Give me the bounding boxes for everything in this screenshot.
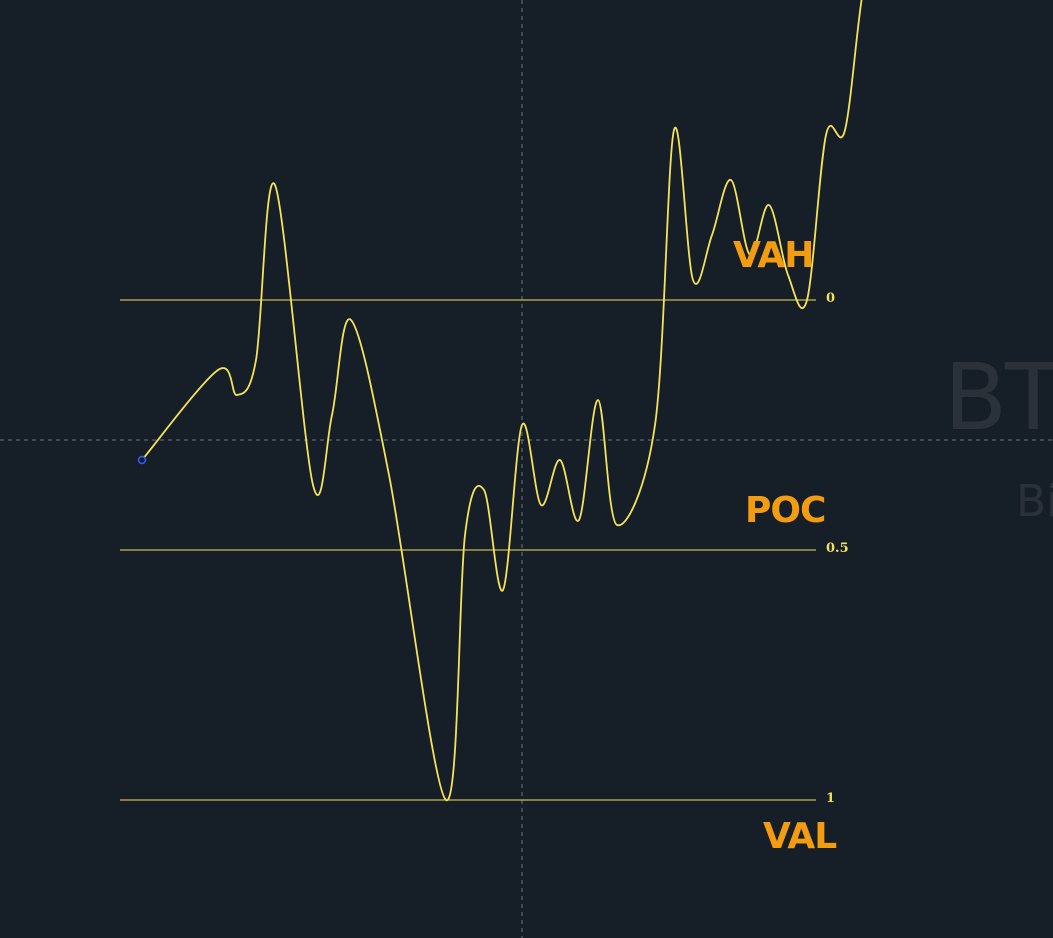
vah-label: VAH bbox=[733, 235, 814, 276]
path-start-handle bbox=[137, 455, 147, 465]
val-label: VAL bbox=[763, 816, 837, 857]
level-label-1: 1 bbox=[826, 791, 836, 806]
poc-label: POC bbox=[745, 490, 826, 531]
level-label-0: 0 bbox=[826, 291, 836, 306]
symbol-subtitle-watermark: Bi bbox=[1016, 476, 1053, 527]
symbol-watermark: BT bbox=[944, 344, 1053, 451]
price-path bbox=[141, 0, 863, 801]
level-label-0.5: 0.5 bbox=[826, 541, 849, 556]
